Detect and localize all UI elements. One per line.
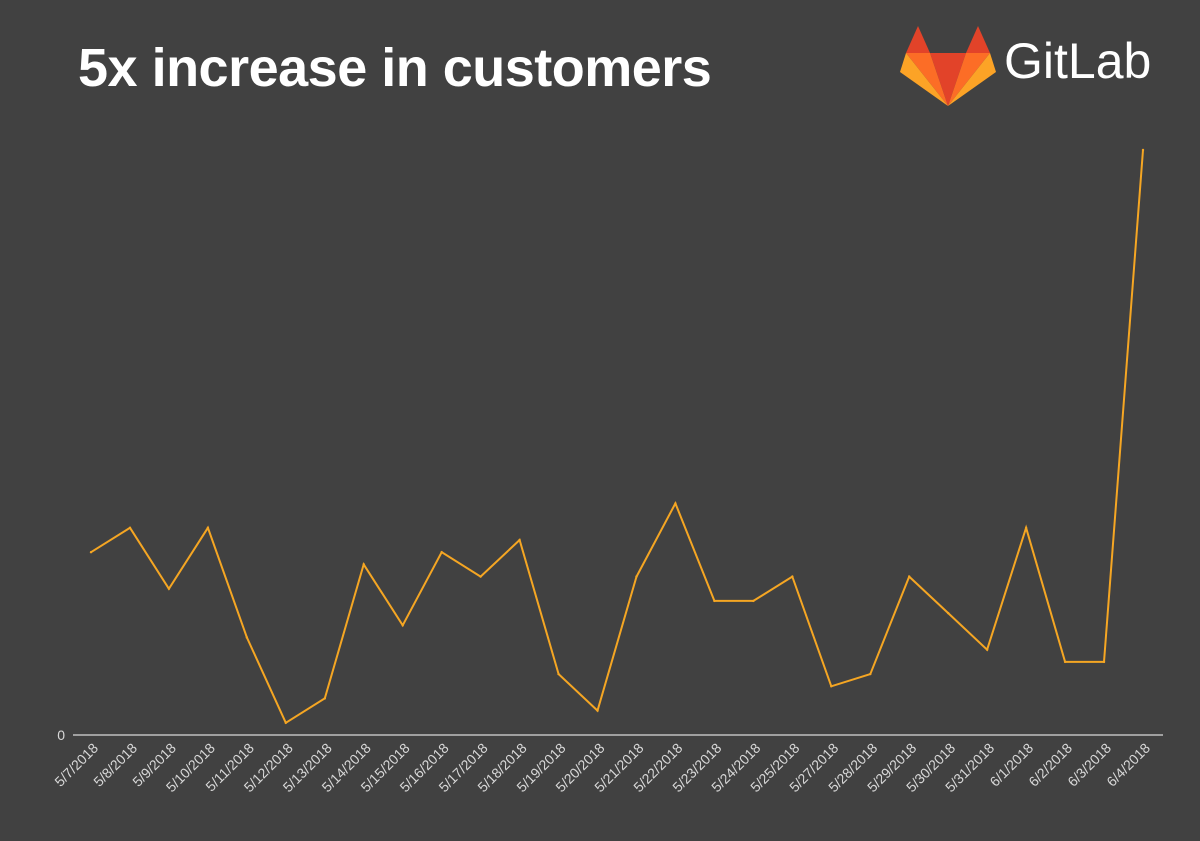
data-point xyxy=(167,587,171,590)
data-point xyxy=(518,538,521,542)
y-tick-label: 0 xyxy=(57,727,65,743)
data-point xyxy=(89,550,93,554)
data-point xyxy=(284,721,288,725)
data-point xyxy=(557,672,560,676)
data-point xyxy=(791,575,794,578)
data-point xyxy=(440,550,443,554)
gitlab-logo: GitLab xyxy=(900,22,1170,112)
data-point xyxy=(1063,660,1067,664)
data-point xyxy=(908,575,911,578)
data-point xyxy=(323,697,326,700)
gitlab-tanuki-icon xyxy=(900,26,996,106)
data-point xyxy=(985,648,989,651)
data-point xyxy=(362,563,365,566)
data-point xyxy=(869,672,872,676)
data-point xyxy=(401,624,404,627)
data-point xyxy=(479,575,482,578)
data-point xyxy=(1102,660,1106,664)
data-point xyxy=(713,599,716,603)
data-point xyxy=(1024,526,1028,530)
gitlab-wordmark: GitLab xyxy=(1004,33,1152,89)
data-point xyxy=(946,611,950,615)
series-line xyxy=(90,149,1144,725)
data-point xyxy=(206,526,210,530)
data-point xyxy=(674,502,677,505)
chart-title: 5x increase in customers xyxy=(78,38,712,98)
data-point xyxy=(596,709,599,712)
data-point xyxy=(128,526,132,530)
data-point xyxy=(752,599,755,603)
data-point xyxy=(1141,148,1145,152)
data-point xyxy=(830,685,833,688)
data-point xyxy=(245,636,249,639)
data-point xyxy=(635,575,638,578)
x-tick-label: 6/4/2018 xyxy=(1103,740,1153,790)
